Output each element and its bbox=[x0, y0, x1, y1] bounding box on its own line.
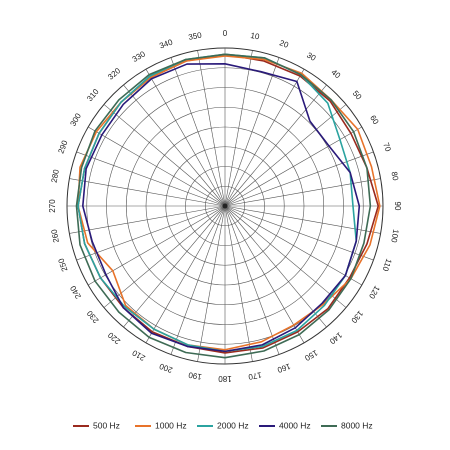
angle-tick-label: 160 bbox=[276, 361, 292, 374]
grid-spoke bbox=[224, 205, 374, 261]
angle-tick-label: 190 bbox=[187, 370, 202, 381]
angle-tick-label: 270 bbox=[48, 199, 57, 213]
series-group bbox=[75, 53, 381, 359]
grid-spoke bbox=[224, 205, 327, 328]
angle-tick-label: 310 bbox=[85, 87, 101, 103]
angle-tick-label: 110 bbox=[380, 257, 393, 273]
grid-spoke bbox=[224, 84, 327, 207]
series-line-8000-hz bbox=[75, 53, 372, 359]
angle-tick-label: 280 bbox=[50, 168, 61, 183]
angle-tick-label: 320 bbox=[106, 66, 122, 82]
legend: 500 Hz 1000 Hz 2000 Hz 4000 Hz 8000 Hz bbox=[73, 420, 373, 430]
legend-label: 4000 Hz bbox=[279, 420, 311, 430]
grid-spoke bbox=[170, 57, 226, 207]
angle-tick-label: 60 bbox=[368, 114, 381, 127]
angle-tick-label: 300 bbox=[68, 111, 83, 128]
angle-tick-label: 150 bbox=[303, 348, 320, 363]
polar-grid bbox=[66, 47, 384, 365]
angle-tick-label: 120 bbox=[367, 284, 382, 301]
grid-spoke bbox=[69, 205, 226, 234]
grid-spoke bbox=[69, 178, 226, 207]
angle-tick-label: 130 bbox=[349, 309, 365, 325]
legend-label: 2000 Hz bbox=[217, 420, 249, 430]
grid-spoke bbox=[224, 205, 347, 308]
grid-spoke bbox=[224, 205, 280, 355]
angle-tick-label: 200 bbox=[158, 361, 174, 374]
grid-spoke bbox=[224, 126, 362, 207]
angle-tick-label: 80 bbox=[390, 171, 401, 182]
angle-tick-label: 50 bbox=[351, 89, 364, 102]
grid-spoke bbox=[224, 205, 362, 286]
angle-tick-label: 230 bbox=[85, 308, 101, 324]
angle-tick-label: 70 bbox=[381, 141, 393, 153]
grid-spoke bbox=[224, 178, 381, 207]
angle-tick-label: 340 bbox=[158, 37, 174, 50]
angle-tick-label: 250 bbox=[56, 257, 69, 273]
grid-spoke bbox=[145, 205, 226, 343]
grid-spoke bbox=[88, 126, 226, 207]
angle-tick-label: 10 bbox=[250, 31, 261, 42]
grid-spoke bbox=[123, 84, 226, 207]
grid-spoke bbox=[224, 104, 347, 207]
angle-tick-label: 290 bbox=[56, 139, 69, 155]
angle-tick-label: 170 bbox=[247, 370, 262, 381]
angle-tick-label: 140 bbox=[327, 330, 343, 346]
legend-label: 500 Hz bbox=[93, 420, 120, 430]
grid-spoke bbox=[123, 205, 226, 328]
series-line-1000-hz bbox=[77, 55, 381, 351]
angle-tick-label: 180 bbox=[218, 374, 232, 383]
angle-tick-label: 0 bbox=[223, 29, 228, 38]
angle-tick-label: 220 bbox=[106, 330, 122, 346]
angle-tick-label: 100 bbox=[389, 229, 400, 244]
series-line-4000-hz bbox=[82, 63, 361, 353]
angle-tick-label: 40 bbox=[330, 68, 343, 81]
angle-tick-label: 330 bbox=[131, 49, 148, 64]
grid-spoke bbox=[197, 205, 226, 362]
angle-tick-label: 210 bbox=[130, 348, 147, 363]
angle-tick-label: 30 bbox=[305, 51, 318, 64]
grid-spoke bbox=[76, 205, 226, 261]
grid-spoke bbox=[197, 50, 226, 207]
grid-spoke bbox=[224, 50, 253, 207]
grid-spoke bbox=[224, 205, 305, 343]
grid-spoke bbox=[145, 69, 226, 207]
grid-spoke bbox=[170, 205, 226, 355]
angle-tick-label: 240 bbox=[68, 284, 83, 301]
grid-spoke bbox=[88, 205, 226, 286]
grid-spoke bbox=[224, 57, 280, 207]
angle-tick-label: 20 bbox=[278, 38, 290, 50]
legend-label: 8000 Hz bbox=[341, 420, 373, 430]
grid-spoke bbox=[224, 69, 305, 207]
grid-spoke bbox=[224, 151, 374, 207]
angle-tick-label: 350 bbox=[188, 31, 203, 42]
angle-tick-label: 260 bbox=[50, 228, 61, 243]
legend-label: 1000 Hz bbox=[155, 420, 187, 430]
grid-spoke bbox=[76, 151, 226, 207]
angle-tick-label: 90 bbox=[393, 202, 402, 211]
grid-spoke bbox=[103, 205, 226, 308]
grid-spoke bbox=[224, 205, 253, 362]
grid-spoke bbox=[103, 104, 226, 207]
center-point bbox=[222, 203, 228, 209]
